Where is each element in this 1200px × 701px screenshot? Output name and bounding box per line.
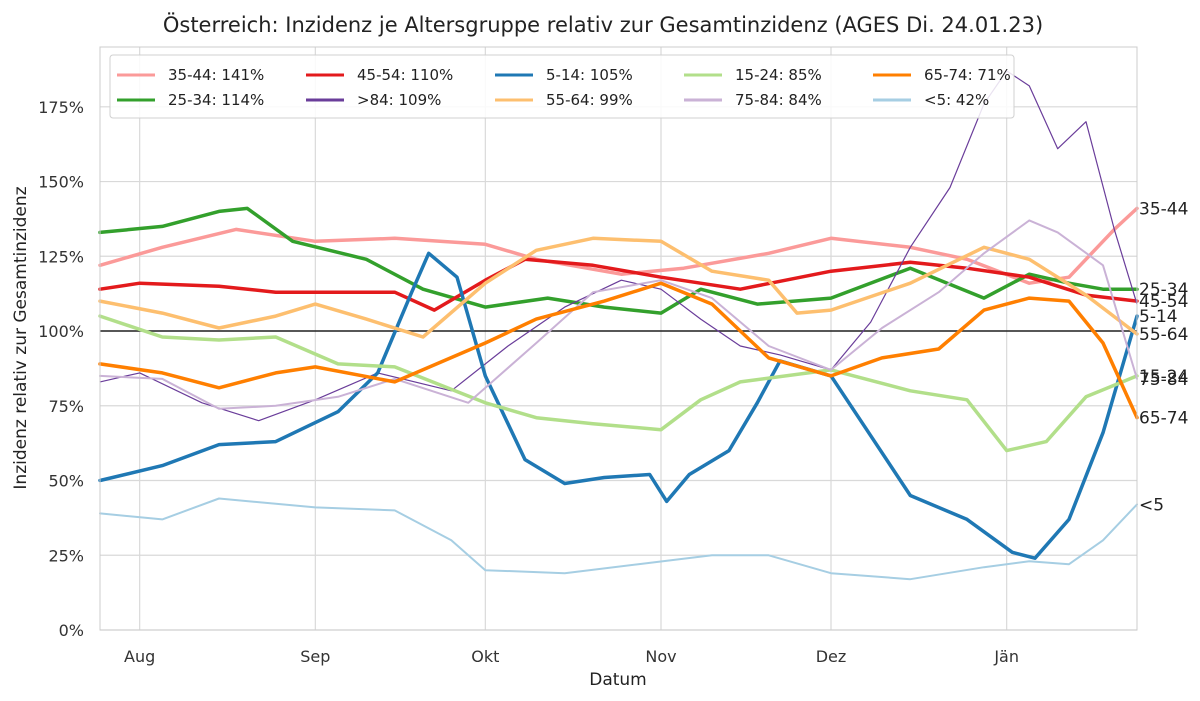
series-end-label: 25-34: [1139, 280, 1188, 300]
x-tick-label: Jän: [993, 647, 1019, 666]
grid: [100, 47, 1137, 631]
x-tick-label: Nov: [645, 647, 676, 666]
y-tick-label: 50%: [48, 472, 84, 491]
series-line: [98, 251, 1139, 560]
plot-frame: [99, 46, 1138, 631]
series-line: [98, 314, 1139, 453]
series-line: [98, 236, 1139, 339]
series-end-label: <5: [1139, 495, 1164, 515]
series-line: [98, 257, 1139, 312]
legend-entry: 65-74: 71%: [924, 66, 1011, 84]
series-layer: [98, 70, 1139, 581]
y-tick-label: 100%: [38, 322, 84, 341]
legend-entry: >84: 109%: [357, 91, 441, 109]
y-tick-label: 75%: [48, 397, 84, 416]
series-line: [98, 281, 1139, 420]
x-tick-label: Sep: [300, 647, 330, 666]
series-end-label: 75-84: [1139, 370, 1188, 390]
y-tick-label: 0%: [59, 621, 84, 640]
series-end-label: 65-74: [1139, 409, 1188, 429]
series-line: [99, 497, 1138, 581]
legend-entry: 15-24: 85%: [735, 66, 822, 84]
x-tick-label: Dez: [816, 647, 847, 666]
series-end-label: 15-24: [1139, 367, 1188, 387]
legend-entry: 25-34: 114%: [168, 91, 264, 109]
series-line: [99, 219, 1138, 410]
y-tick-label: 125%: [38, 247, 84, 266]
series-line: [98, 206, 1139, 315]
x-axis-title: Datum: [589, 670, 647, 690]
legend-entry: 75-84: 84%: [735, 91, 822, 109]
y-tick-label: 175%: [38, 98, 84, 117]
legend-box: [109, 54, 1015, 119]
series-end-label: 55-64: [1139, 325, 1188, 345]
legend-entry: <5: 42%: [924, 91, 989, 109]
legend-entry: 55-64: 99%: [546, 91, 633, 109]
x-tick-label: Aug: [124, 647, 155, 666]
chart-title: Österreich: Inzidenz je Altersgruppe rel…: [163, 12, 1043, 37]
series-end-label: 35-44: [1139, 199, 1188, 219]
legend-entry: 35-44: 141%: [168, 66, 264, 84]
series-line: [99, 70, 1138, 422]
series-end-label: 5-14: [1139, 307, 1178, 327]
x-tick-label: Okt: [471, 647, 499, 666]
legend: 35-44: 141% 25-34: 114% 45-54: 110% >84: 10…: [109, 54, 1015, 119]
y-tick-label: 25%: [48, 546, 84, 565]
series-end-label: 45-54: [1139, 292, 1188, 312]
legend-entry: 5-14: 105%: [546, 66, 633, 84]
y-tick-label: 150%: [38, 173, 84, 192]
y-axis-title: Inzidenz relativ zur Gesamtinzidenz: [11, 186, 31, 489]
tick-labels: 0% 25% 50% 75% 100% 125% 150% 175% Aug Sep Okt Nov D…: [38, 98, 1019, 666]
legend-entry: 45-54: 110%: [357, 66, 453, 84]
